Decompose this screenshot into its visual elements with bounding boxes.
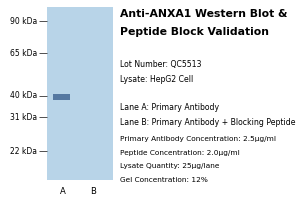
Text: Lane A: Primary Antibody: Lane A: Primary Antibody	[120, 103, 219, 112]
Text: Lane B: Primary Antibody + Blocking Peptide: Lane B: Primary Antibody + Blocking Pept…	[120, 118, 296, 127]
Text: B: B	[90, 186, 96, 196]
Text: A: A	[60, 186, 66, 196]
Text: 90 kDa: 90 kDa	[10, 17, 38, 25]
Text: Lot Number: QC5513: Lot Number: QC5513	[120, 60, 202, 69]
Bar	[53, 94, 70, 100]
Text: Gel Concentration: 12%: Gel Concentration: 12%	[120, 177, 208, 183]
Text: 22 kDa: 22 kDa	[11, 146, 38, 156]
Text: Peptide Concentration: 2.0μg/ml: Peptide Concentration: 2.0μg/ml	[120, 150, 240, 156]
Text: 65 kDa: 65 kDa	[10, 48, 38, 58]
Text: Lysate: HepG2 Cell: Lysate: HepG2 Cell	[120, 75, 193, 84]
Text: 40 kDa: 40 kDa	[10, 92, 38, 100]
Text: Primary Antibody Concentration: 2.5μg/ml: Primary Antibody Concentration: 2.5μg/ml	[120, 136, 276, 142]
Text: Lysate Quantity: 25μg/lane: Lysate Quantity: 25μg/lane	[120, 163, 219, 169]
Text: Anti-ANXA1 Western Blot &: Anti-ANXA1 Western Blot &	[120, 9, 287, 19]
Text: 31 kDa: 31 kDa	[11, 112, 38, 121]
Bar	[46, 7, 112, 180]
Text: Peptide Block Validation: Peptide Block Validation	[120, 27, 269, 37]
